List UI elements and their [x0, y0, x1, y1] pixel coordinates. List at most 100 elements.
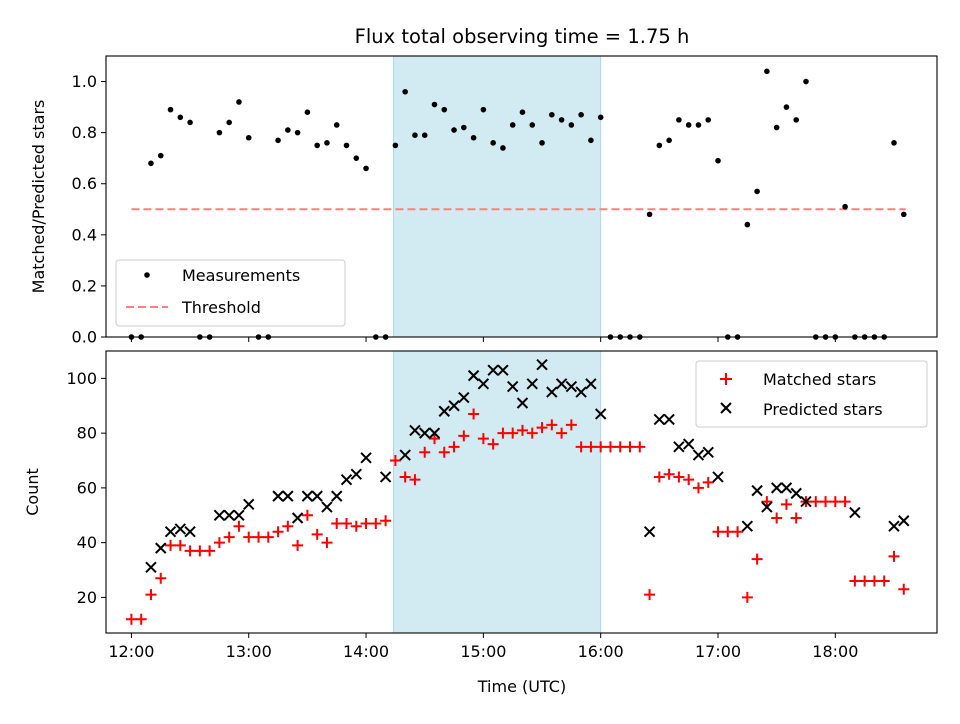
predicted-star-point	[184, 525, 196, 538]
predicted-star-point	[419, 427, 431, 439]
predicted-star-point	[331, 490, 343, 502]
matched-star-point	[477, 433, 489, 445]
top-y-tick-label: 1.0	[72, 72, 97, 91]
predicted-star-point	[849, 506, 861, 519]
measurement-point	[461, 124, 467, 131]
matched-star-point	[604, 441, 616, 453]
measurement-point	[216, 129, 223, 136]
matched-star-point	[165, 539, 177, 551]
matched-star-point	[546, 419, 558, 431]
measurement-point	[793, 117, 800, 123]
bottom-legend: Matched stars Predicted stars	[695, 360, 928, 428]
top-y-tick-label: 0.2	[72, 276, 97, 295]
measurement-point	[803, 78, 809, 85]
predicted-star-point	[673, 441, 685, 453]
measurement-point	[470, 134, 477, 141]
matched-star-point	[780, 498, 792, 510]
predicted-star-point	[438, 405, 450, 417]
matched-star-point	[829, 496, 841, 508]
legend-predicted-marker	[720, 402, 732, 414]
top-y-tick-label: 0.4	[72, 225, 97, 244]
legend-matched-marker	[720, 373, 732, 385]
predicted-star-point	[291, 512, 304, 524]
measurement-point	[666, 137, 672, 144]
measurement-point	[245, 134, 252, 141]
matched-star-point	[585, 441, 597, 453]
measurement-point	[187, 119, 193, 126]
matched-star-point	[487, 438, 499, 450]
matched-star-point	[468, 408, 480, 420]
matched-star-point	[194, 545, 206, 557]
x-tick-label: 14:00	[343, 642, 389, 661]
matched-star-point	[634, 441, 646, 453]
top-y-tick-label: 0.0	[72, 328, 97, 347]
measurement-point	[392, 142, 399, 149]
predicted-star-point	[546, 386, 558, 398]
matched-star-point	[702, 476, 714, 488]
matched-star-point	[820, 496, 832, 508]
x-tick-label: 17:00	[695, 642, 741, 661]
matched-star-point	[125, 613, 137, 625]
matched-star-point	[341, 517, 353, 529]
matched-stars-series	[125, 408, 910, 625]
measurement-point	[539, 140, 545, 146]
matched-star-point	[389, 455, 401, 467]
matched-star-point	[145, 589, 157, 601]
predicted-star-point	[682, 438, 695, 450]
matched-star-point	[497, 427, 509, 439]
bottom-shaded-interval	[392, 350, 602, 634]
matched-star-point	[262, 531, 274, 543]
matched-star-point	[565, 419, 577, 431]
measurement-point	[294, 129, 301, 136]
matched-star-point	[380, 515, 392, 527]
matched-star-point	[516, 424, 528, 436]
matched-star-point	[438, 446, 450, 458]
predicted-star-point	[448, 400, 460, 412]
predicted-star-point	[233, 509, 245, 521]
predicted-star-point	[555, 378, 568, 390]
predicted-star-point	[506, 380, 519, 393]
measurement-point	[705, 117, 712, 123]
predicted-star-point	[272, 490, 284, 502]
bottom-y-tick-label: 60	[77, 478, 97, 497]
measurement-point	[431, 101, 438, 108]
measurement-point	[754, 188, 760, 195]
matched-star-point	[370, 517, 382, 529]
measurement-point	[314, 142, 320, 149]
measurement-point	[568, 122, 575, 128]
top-legend-box	[115, 259, 346, 327]
matched-star-point	[301, 509, 313, 521]
measurement-point	[509, 122, 516, 128]
measurement-point	[549, 111, 555, 118]
bottom-y-axis-label: Count	[23, 468, 42, 516]
measurement-point	[764, 68, 770, 75]
measurement-point	[480, 106, 487, 113]
matched-star-point	[526, 427, 538, 439]
measurement-point	[646, 211, 653, 218]
matched-star-point	[722, 526, 734, 538]
predicted-star-point	[790, 487, 802, 500]
bottom-y-tick-label: 80	[77, 424, 97, 443]
matched-star-point	[712, 526, 724, 538]
measurement-point	[333, 122, 340, 128]
measurement-point	[490, 140, 496, 146]
predicted-star-point	[477, 378, 490, 390]
legend-measurements-label: Measurements	[182, 266, 300, 285]
measurement-point	[421, 132, 428, 138]
predicted-star-point	[213, 509, 226, 521]
x-tick-label: 18:00	[812, 642, 858, 661]
predicted-stars-series	[145, 358, 910, 573]
matched-star-point	[673, 471, 685, 483]
matched-star-point	[536, 422, 548, 434]
measurement-point	[412, 132, 418, 138]
legend-measurements-marker	[144, 272, 150, 278]
measurement-point	[715, 157, 721, 164]
predicted-star-point	[643, 525, 656, 538]
predicted-star-point	[428, 427, 441, 439]
predicted-star-point	[653, 413, 666, 426]
measurement-point	[324, 140, 330, 146]
predicted-star-point	[741, 520, 754, 532]
matched-star-point	[155, 572, 167, 584]
measurement-point	[363, 165, 369, 172]
